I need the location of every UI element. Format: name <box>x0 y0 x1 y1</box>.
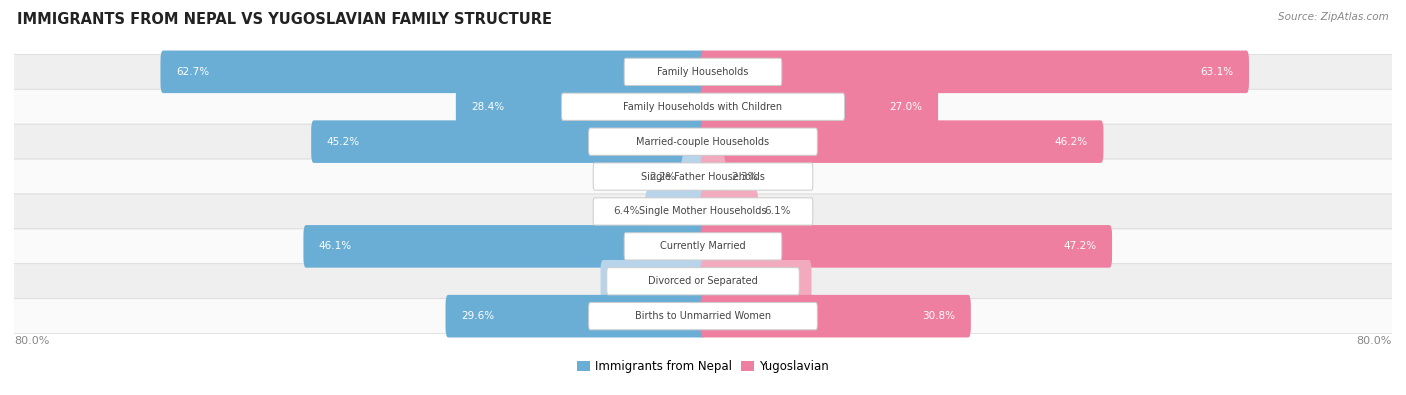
Text: 29.6%: 29.6% <box>461 311 494 321</box>
Text: Single Mother Households: Single Mother Households <box>640 207 766 216</box>
Text: Married-couple Households: Married-couple Households <box>637 137 769 147</box>
FancyBboxPatch shape <box>10 124 1396 159</box>
Text: 30.8%: 30.8% <box>922 311 955 321</box>
Text: 2.2%: 2.2% <box>650 171 675 182</box>
FancyBboxPatch shape <box>645 190 706 233</box>
Text: 2.3%: 2.3% <box>731 171 758 182</box>
FancyBboxPatch shape <box>624 233 782 260</box>
Text: 6.4%: 6.4% <box>613 207 640 216</box>
FancyBboxPatch shape <box>456 85 706 128</box>
FancyBboxPatch shape <box>700 225 1112 268</box>
FancyBboxPatch shape <box>593 198 813 225</box>
Text: 12.3%: 12.3% <box>763 276 796 286</box>
Text: 11.6%: 11.6% <box>616 276 650 286</box>
FancyBboxPatch shape <box>700 295 970 337</box>
FancyBboxPatch shape <box>311 120 706 163</box>
Text: 27.0%: 27.0% <box>890 102 922 112</box>
FancyBboxPatch shape <box>682 155 706 198</box>
Text: Source: ZipAtlas.com: Source: ZipAtlas.com <box>1278 12 1389 22</box>
FancyBboxPatch shape <box>700 85 938 128</box>
FancyBboxPatch shape <box>561 93 845 120</box>
Text: 80.0%: 80.0% <box>14 336 49 346</box>
FancyBboxPatch shape <box>589 128 817 155</box>
FancyBboxPatch shape <box>700 260 811 303</box>
FancyBboxPatch shape <box>593 163 813 190</box>
Text: 47.2%: 47.2% <box>1063 241 1097 251</box>
Text: Family Households with Children: Family Households with Children <box>623 102 783 112</box>
FancyBboxPatch shape <box>700 190 758 233</box>
FancyBboxPatch shape <box>589 303 817 330</box>
Text: 6.1%: 6.1% <box>763 207 790 216</box>
Text: Births to Unmarried Women: Births to Unmarried Women <box>636 311 770 321</box>
Text: 45.2%: 45.2% <box>326 137 360 147</box>
FancyBboxPatch shape <box>446 295 706 337</box>
Text: 46.2%: 46.2% <box>1054 137 1088 147</box>
FancyBboxPatch shape <box>304 225 706 268</box>
Text: 28.4%: 28.4% <box>471 102 505 112</box>
Text: 46.1%: 46.1% <box>319 241 352 251</box>
FancyBboxPatch shape <box>624 58 782 85</box>
Text: 80.0%: 80.0% <box>1357 336 1392 346</box>
FancyBboxPatch shape <box>10 194 1396 229</box>
FancyBboxPatch shape <box>10 159 1396 194</box>
FancyBboxPatch shape <box>160 51 706 93</box>
FancyBboxPatch shape <box>10 264 1396 299</box>
FancyBboxPatch shape <box>600 260 706 303</box>
FancyBboxPatch shape <box>10 55 1396 89</box>
Text: Family Households: Family Households <box>658 67 748 77</box>
FancyBboxPatch shape <box>10 89 1396 124</box>
FancyBboxPatch shape <box>10 229 1396 264</box>
Text: Divorced or Separated: Divorced or Separated <box>648 276 758 286</box>
Text: 62.7%: 62.7% <box>176 67 209 77</box>
FancyBboxPatch shape <box>700 51 1249 93</box>
Text: Single Father Households: Single Father Households <box>641 171 765 182</box>
FancyBboxPatch shape <box>700 120 1104 163</box>
Text: Currently Married: Currently Married <box>661 241 745 251</box>
Text: 63.1%: 63.1% <box>1201 67 1233 77</box>
FancyBboxPatch shape <box>607 268 799 295</box>
Text: IMMIGRANTS FROM NEPAL VS YUGOSLAVIAN FAMILY STRUCTURE: IMMIGRANTS FROM NEPAL VS YUGOSLAVIAN FAM… <box>17 12 553 27</box>
Legend: Immigrants from Nepal, Yugoslavian: Immigrants from Nepal, Yugoslavian <box>572 355 834 378</box>
FancyBboxPatch shape <box>700 155 725 198</box>
FancyBboxPatch shape <box>10 299 1396 334</box>
